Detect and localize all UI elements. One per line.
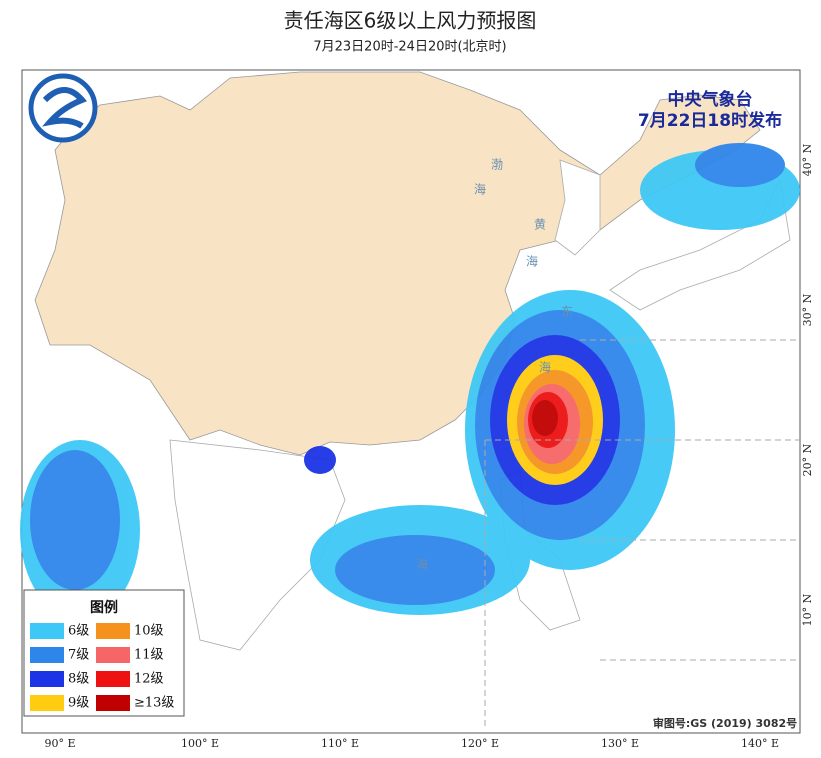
legend-label: 6级	[68, 624, 89, 639]
map: 中央气象台 7月22日18时发布 审图号:GS (2019) 3082号	[20, 69, 801, 734]
issuer-time: 7月22日18时发布	[638, 110, 782, 131]
land-korea	[554, 159, 601, 256]
lat-label: 40° N	[801, 143, 814, 176]
legend-label: 9级	[68, 696, 89, 711]
sea-label: 黄	[534, 218, 546, 232]
sea-label: 海	[416, 557, 428, 572]
title: 责任海区6级以上风力预报图	[284, 9, 537, 33]
legend-label: 11级	[134, 648, 164, 663]
sea-label: 东	[561, 305, 573, 319]
lon-label: 90° E	[44, 737, 75, 750]
zone-lines	[484, 339, 800, 730]
lon-label: 110° E	[321, 737, 359, 750]
legend-title: 图例	[90, 599, 118, 616]
issuer-name: 中央气象台	[668, 89, 753, 110]
lon-label: 100° E	[181, 737, 219, 750]
legend-label: 12级	[134, 672, 164, 687]
legend-label: 10级	[134, 624, 164, 639]
legend-swatch	[30, 647, 64, 663]
lat-label: 30° N	[801, 293, 814, 326]
legend-swatch	[30, 695, 64, 711]
legend-swatch	[96, 647, 130, 663]
sea-label: 海	[474, 182, 486, 197]
wind-area	[20, 143, 800, 620]
legend-label: 8级	[68, 672, 89, 687]
lon-label: 120° E	[461, 737, 499, 750]
sea-label: 渤	[491, 158, 503, 172]
logo	[28, 73, 98, 143]
lon-label: 140° E	[741, 737, 779, 750]
legend-swatch	[96, 671, 130, 687]
lon-label: 130° E	[601, 737, 639, 750]
footer: 审图号:GS (2019) 3082号	[653, 716, 797, 730]
legend-label: 7级	[68, 648, 89, 663]
subtitle: 7月23日20时-24日20时(北京时)	[313, 40, 506, 55]
legend-label: ≥13级	[134, 696, 174, 711]
sea-label: 海	[539, 360, 551, 375]
sea-label: 海	[526, 254, 538, 269]
legend-swatch	[30, 671, 64, 687]
legend-swatch	[96, 695, 130, 711]
lat-label: 20° N	[801, 443, 814, 476]
legend: 图例 6级 10级 7级 11级 8级 12级 9级 ≥13级	[23, 589, 185, 717]
lat-label: 10° N	[801, 593, 814, 626]
legend-swatch	[30, 623, 64, 639]
legend-swatch	[96, 623, 130, 639]
